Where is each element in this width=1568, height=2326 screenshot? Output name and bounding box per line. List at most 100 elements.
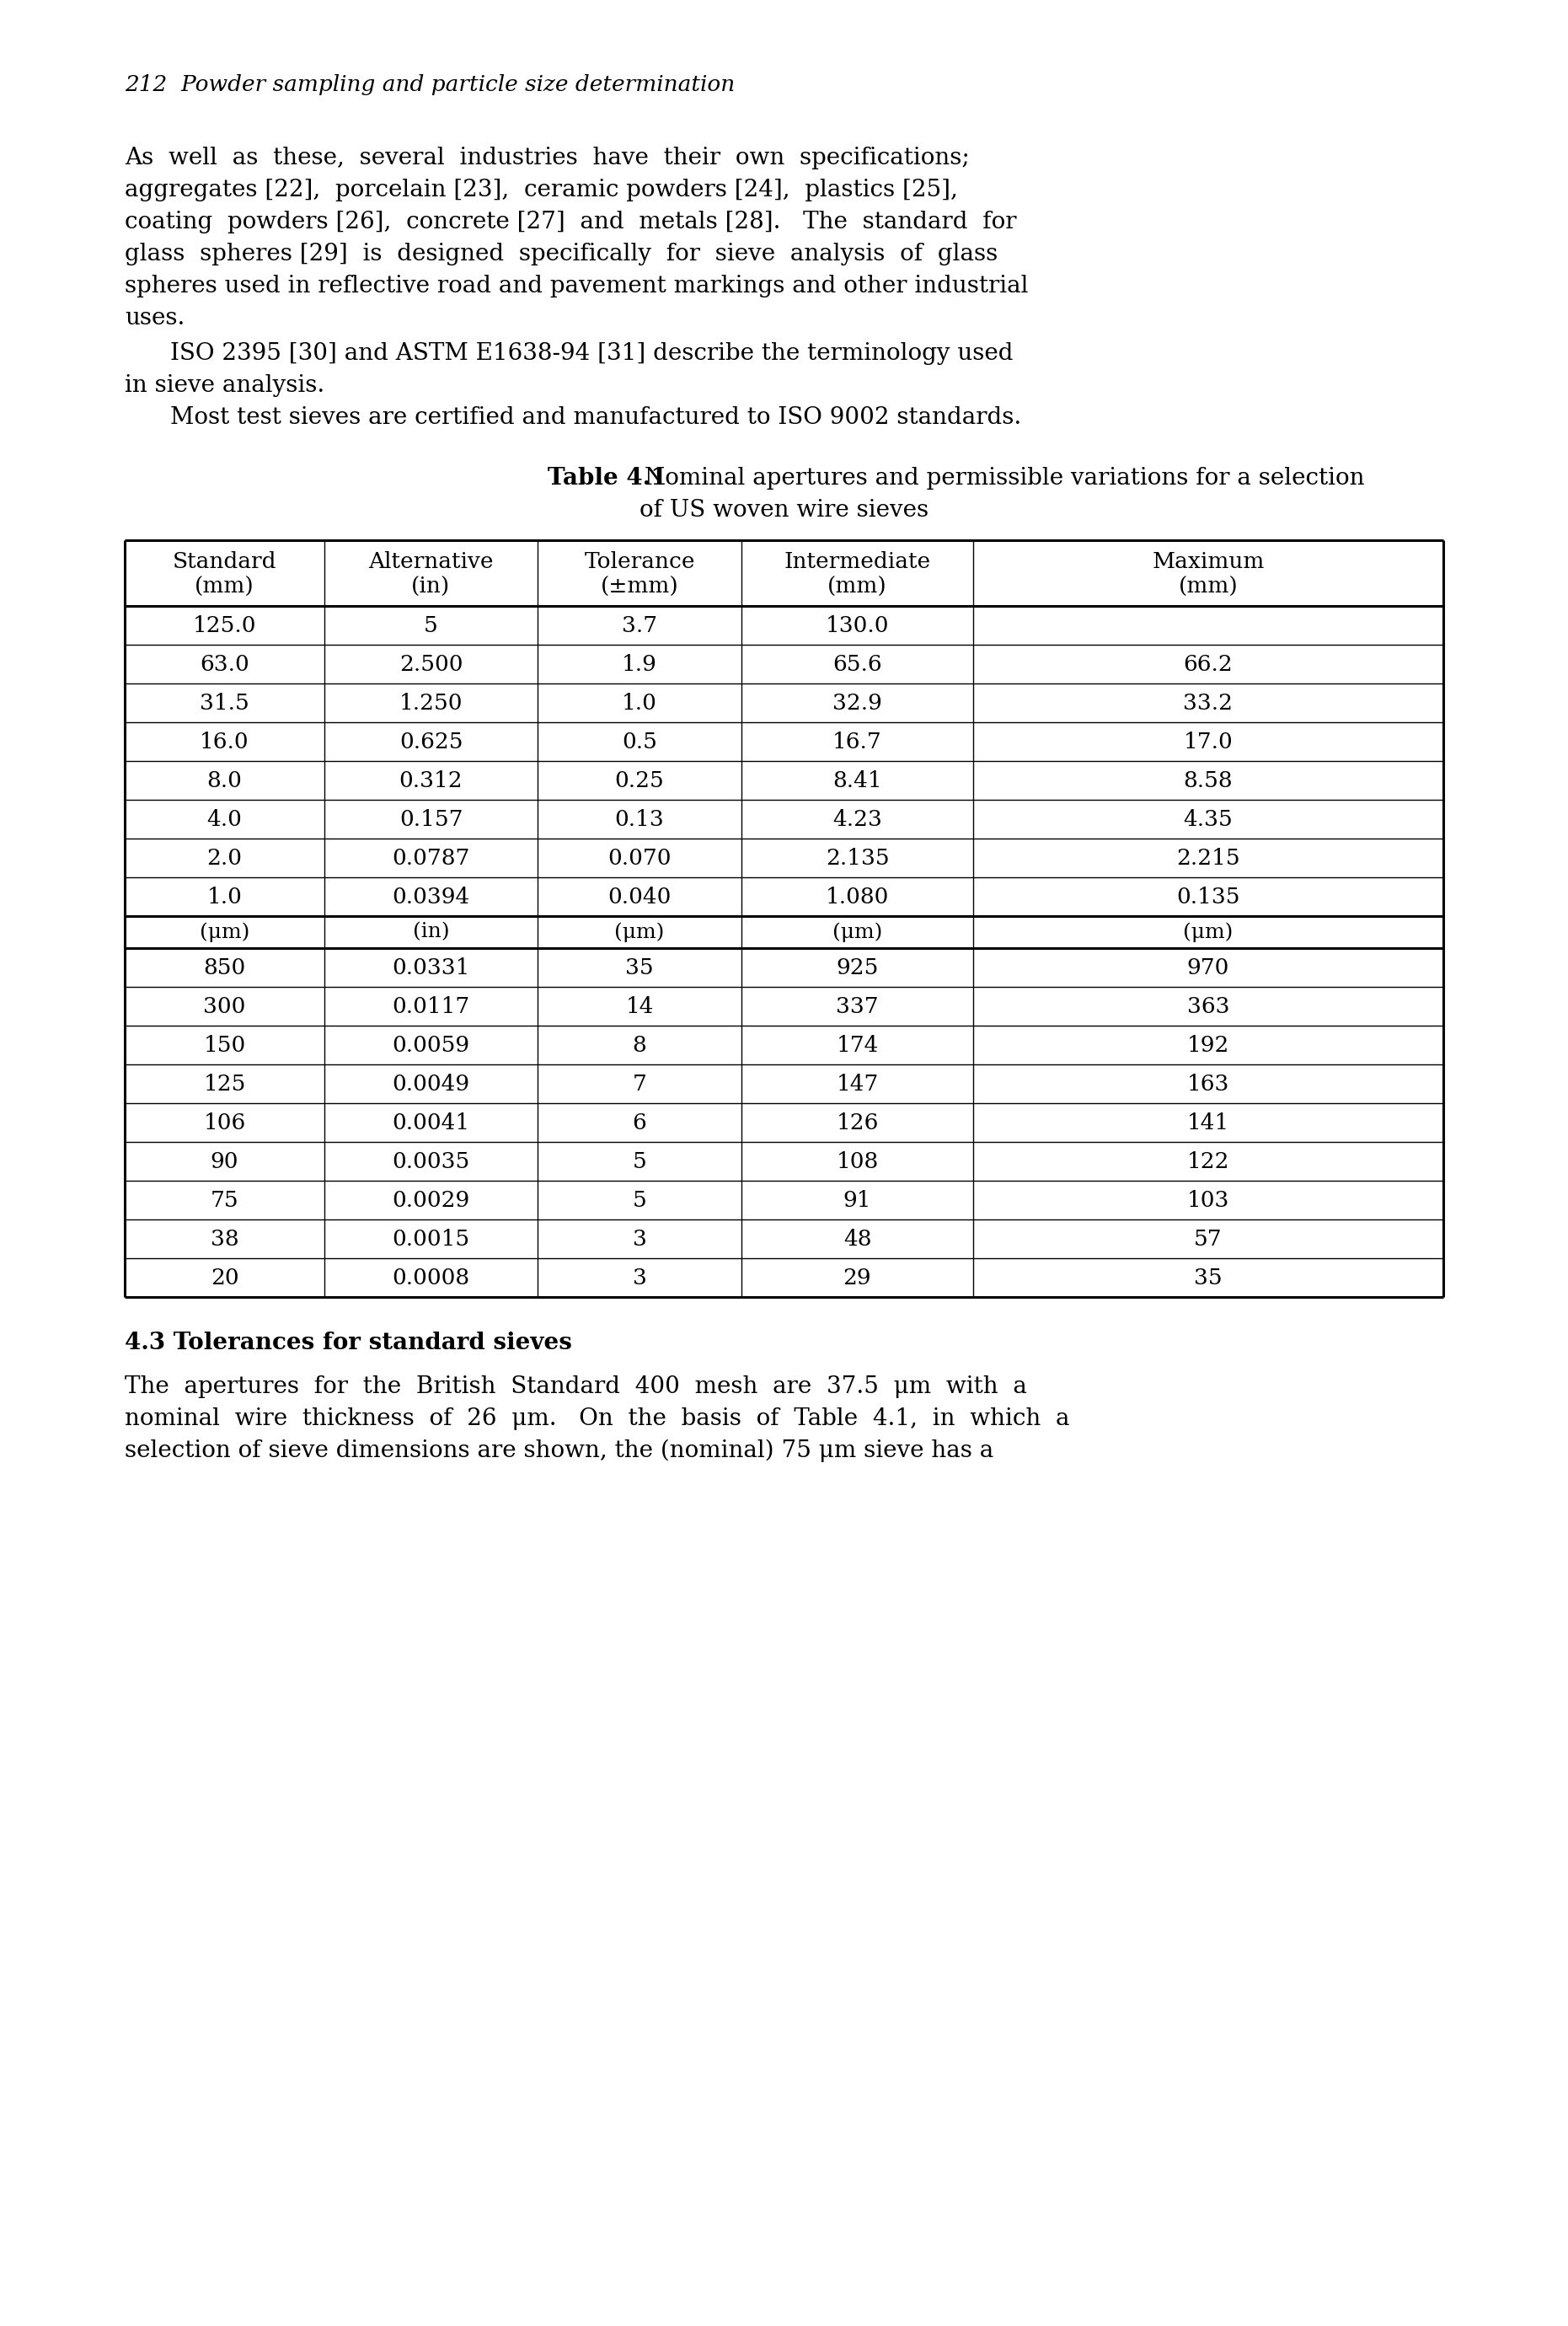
Text: (in): (in) (412, 923, 450, 942)
Text: Standard: Standard (172, 551, 276, 572)
Text: 1.080: 1.080 (825, 886, 889, 907)
Text: 1.250: 1.250 (400, 693, 463, 714)
Text: 0.0008: 0.0008 (392, 1268, 470, 1289)
Text: selection of sieve dimensions are shown, the (nominal) 75 μm sieve has a: selection of sieve dimensions are shown,… (125, 1440, 994, 1463)
Text: 0.0049: 0.0049 (392, 1072, 470, 1093)
Text: 0.135: 0.135 (1176, 886, 1240, 907)
Text: 174: 174 (836, 1035, 878, 1056)
Text: Table 4.1: Table 4.1 (549, 468, 668, 491)
Text: 363: 363 (1187, 996, 1229, 1016)
Text: 35: 35 (1195, 1268, 1223, 1289)
Text: 2.135: 2.135 (825, 847, 889, 868)
Text: Alternative: Alternative (368, 551, 494, 572)
Text: 75: 75 (210, 1189, 238, 1210)
Text: 4.3 Tolerances for standard sieves: 4.3 Tolerances for standard sieves (125, 1330, 572, 1354)
Text: Maximum: Maximum (1152, 551, 1264, 572)
Text: 2.500: 2.500 (400, 654, 463, 675)
Text: 0.625: 0.625 (400, 730, 463, 751)
Text: 8.41: 8.41 (833, 770, 881, 791)
Text: 5: 5 (423, 614, 437, 635)
Text: 6: 6 (632, 1112, 646, 1133)
Text: 66.2: 66.2 (1184, 654, 1232, 675)
Text: (μm): (μm) (199, 921, 249, 942)
Text: 0.0394: 0.0394 (392, 886, 470, 907)
Text: (in): (in) (411, 577, 450, 598)
Text: 0.5: 0.5 (622, 730, 657, 751)
Text: 17.0: 17.0 (1184, 730, 1232, 751)
Text: 1.0: 1.0 (207, 886, 241, 907)
Text: 0.0015: 0.0015 (392, 1228, 470, 1249)
Text: 8: 8 (632, 1035, 646, 1056)
Text: 2.0: 2.0 (207, 847, 241, 868)
Text: 14: 14 (626, 996, 654, 1016)
Text: 130.0: 130.0 (825, 614, 889, 635)
Text: 0.0059: 0.0059 (392, 1035, 470, 1056)
Text: (mm): (mm) (1179, 577, 1239, 598)
Text: 0.0035: 0.0035 (392, 1151, 470, 1172)
Text: 103: 103 (1187, 1189, 1229, 1210)
Text: spheres used in reflective road and pavement markings and other industrial: spheres used in reflective road and pave… (125, 274, 1029, 298)
Text: 3: 3 (632, 1228, 646, 1249)
Text: (mm): (mm) (194, 577, 254, 598)
Text: 29: 29 (844, 1268, 872, 1289)
Text: 0.0029: 0.0029 (392, 1189, 470, 1210)
Text: 0.13: 0.13 (615, 809, 665, 830)
Text: 0.0331: 0.0331 (392, 956, 470, 977)
Text: 91: 91 (844, 1189, 872, 1210)
Text: 212  Powder sampling and particle size determination: 212 Powder sampling and particle size de… (125, 74, 735, 95)
Text: 63.0: 63.0 (199, 654, 249, 675)
Text: 7: 7 (632, 1072, 646, 1093)
Text: 31.5: 31.5 (199, 693, 249, 714)
Text: 48: 48 (844, 1228, 872, 1249)
Text: Nominal apertures and permissible variations for a selection: Nominal apertures and permissible variat… (637, 468, 1364, 491)
Text: 126: 126 (836, 1112, 878, 1133)
Text: 108: 108 (836, 1151, 878, 1172)
Text: (μm): (μm) (615, 921, 665, 942)
Text: 850: 850 (204, 956, 246, 977)
Text: 125.0: 125.0 (193, 614, 256, 635)
Text: Most test sieves are certified and manufactured to ISO 9002 standards.: Most test sieves are certified and manuf… (171, 407, 1021, 428)
Text: 20: 20 (210, 1268, 238, 1289)
Text: 4.0: 4.0 (207, 809, 241, 830)
Text: 163: 163 (1187, 1072, 1229, 1093)
Text: 0.040: 0.040 (608, 886, 671, 907)
Text: 0.0041: 0.0041 (392, 1112, 470, 1133)
Text: 32.9: 32.9 (833, 693, 883, 714)
Text: 1.0: 1.0 (622, 693, 657, 714)
Text: 0.0117: 0.0117 (392, 996, 470, 1016)
Text: 192: 192 (1187, 1035, 1229, 1056)
Text: 8.58: 8.58 (1184, 770, 1232, 791)
Text: 0.312: 0.312 (400, 770, 463, 791)
Text: 38: 38 (210, 1228, 238, 1249)
Text: 2.215: 2.215 (1176, 847, 1240, 868)
Text: 300: 300 (204, 996, 246, 1016)
Text: 35: 35 (626, 956, 654, 977)
Text: 337: 337 (836, 996, 878, 1016)
Text: 0.0787: 0.0787 (392, 847, 470, 868)
Text: 65.6: 65.6 (833, 654, 881, 675)
Text: Tolerance: Tolerance (585, 551, 695, 572)
Text: 0.157: 0.157 (400, 809, 463, 830)
Text: 0.070: 0.070 (608, 847, 671, 868)
Text: 147: 147 (836, 1072, 878, 1093)
Text: uses.: uses. (125, 307, 185, 330)
Text: The  apertures  for  the  British  Standard  400  mesh  are  37.5  μm  with  a: The apertures for the British Standard 4… (125, 1375, 1027, 1398)
Text: 925: 925 (836, 956, 878, 977)
Text: (μm): (μm) (833, 921, 883, 942)
Text: 125: 125 (204, 1072, 246, 1093)
Text: (μm): (μm) (1184, 921, 1234, 942)
Text: aggregates [22],  porcelain [23],  ceramic powders [24],  plastics [25],: aggregates [22], porcelain [23], ceramic… (125, 179, 958, 202)
Text: 5: 5 (632, 1189, 646, 1210)
Text: 8.0: 8.0 (207, 770, 241, 791)
Text: ISO 2395 [30] and ASTM E1638-94 [31] describe the terminology used: ISO 2395 [30] and ASTM E1638-94 [31] des… (171, 342, 1013, 365)
Text: 970: 970 (1187, 956, 1229, 977)
Text: 106: 106 (204, 1112, 246, 1133)
Text: 90: 90 (210, 1151, 238, 1172)
Text: 4.23: 4.23 (833, 809, 883, 830)
Text: 0.25: 0.25 (615, 770, 665, 791)
Text: 141: 141 (1187, 1112, 1229, 1133)
Text: 57: 57 (1195, 1228, 1223, 1249)
Text: 33.2: 33.2 (1184, 693, 1232, 714)
Text: 122: 122 (1187, 1151, 1229, 1172)
Text: in sieve analysis.: in sieve analysis. (125, 374, 325, 398)
